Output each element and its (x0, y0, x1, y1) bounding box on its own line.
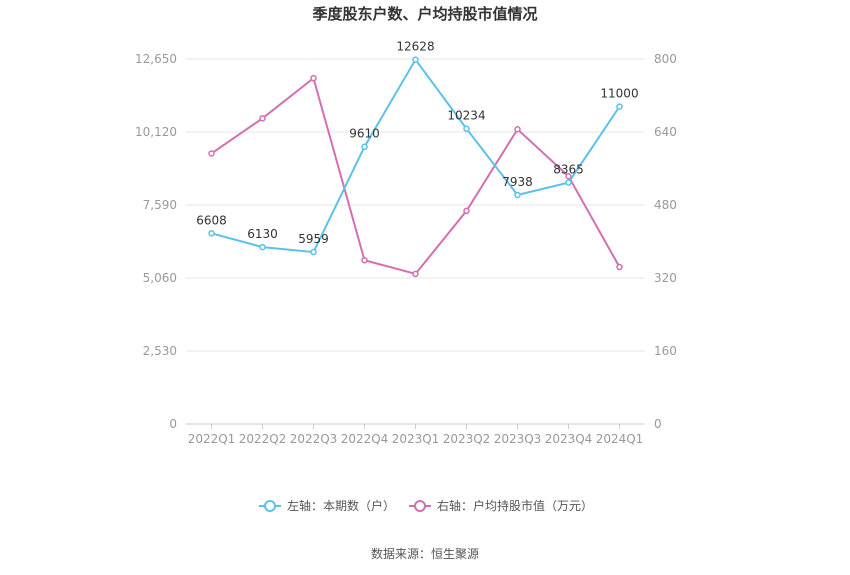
x-tick-label: 2023Q1 (392, 432, 440, 446)
data-point (412, 56, 419, 63)
data-point (514, 191, 521, 199)
data-point (259, 243, 266, 251)
right-tick-label: 0 (654, 417, 662, 431)
series-left (208, 56, 623, 256)
right-tick-label: 160 (654, 344, 677, 358)
legend: 左轴：本期数（户） 右轴：户均持股市值（万元） (259, 498, 593, 513)
data-label: 6130 (247, 227, 278, 241)
grid (186, 58, 645, 425)
legend-item-left: 左轴：本期数（户） (259, 498, 395, 513)
data-label: 10234 (447, 109, 485, 123)
data-labels: 6608 6130 5959 9610 12628 10234 7938 8365 11000 (196, 40, 638, 246)
legend-marker (264, 500, 276, 512)
right-tick-label: 320 (654, 271, 677, 285)
data-point (310, 74, 317, 82)
x-tick-label: 2024Q1 (596, 432, 644, 446)
data-point (208, 150, 215, 157)
data-point (310, 248, 317, 256)
data-label: 7938 (502, 175, 533, 189)
source-note: 数据来源：恒生聚源 (371, 546, 479, 561)
left-tick-label: 0 (169, 417, 177, 431)
data-point (514, 126, 521, 133)
chart-title: 季度股东户数、户均持股市值情况 (312, 5, 537, 23)
data-label: 11000 (600, 87, 638, 101)
data-point (463, 207, 470, 215)
x-tick-label: 2022Q1 (188, 432, 236, 446)
data-point (361, 256, 368, 264)
data-label: 6608 (196, 213, 227, 227)
data-label: 8365 (553, 163, 584, 177)
right-tick-label: 800 (654, 52, 677, 66)
x-axis: 2022Q1 2022Q2 2022Q3 2022Q4 2023Q1 2023Q2 2023… (188, 424, 644, 446)
x-tick-label: 2023Q2 (443, 432, 491, 446)
series-right (208, 74, 623, 278)
right-axis: 0 160 320 480 640 800 (654, 52, 677, 431)
right-tick-label: 480 (654, 198, 677, 212)
data-point (463, 125, 470, 132)
x-tick-label: 2022Q4 (341, 432, 389, 446)
data-point (565, 173, 572, 180)
x-tick-label: 2023Q3 (494, 432, 542, 446)
data-point (616, 103, 623, 110)
data-label: 5959 (298, 232, 329, 246)
left-tick-label: 12,650 (135, 52, 177, 66)
left-tick-label: 2,530 (143, 344, 177, 358)
data-label: 12628 (396, 40, 434, 54)
legend-label: 右轴：户均持股市值（万元） (437, 498, 593, 513)
data-point (361, 143, 368, 150)
data-point (208, 230, 215, 237)
left-axis: 0 2,530 5,060 7,590 10,120 12,650 (135, 52, 177, 431)
x-tick-label: 2022Q3 (290, 432, 338, 446)
series-layer: 6608 6130 5959 9610 12628 10234 7938 8365 11000 (196, 40, 639, 278)
left-tick-label: 10,120 (135, 125, 177, 139)
series-line-left (211, 57, 621, 254)
right-tick-label: 640 (654, 125, 677, 139)
data-point (616, 263, 623, 271)
legend-label: 左轴：本期数（户） (287, 498, 395, 513)
data-label: 9610 (349, 127, 380, 141)
x-tick-label: 2022Q2 (239, 432, 287, 446)
left-tick-label: 7,590 (143, 198, 177, 212)
legend-item-right: 右轴：户均持股市值（万元） (409, 498, 593, 513)
left-tick-label: 5,060 (143, 271, 177, 285)
data-point (259, 115, 266, 122)
x-tick-label: 2023Q4 (545, 432, 593, 446)
legend-marker (414, 500, 426, 512)
data-point (412, 270, 419, 278)
data-point (565, 179, 572, 186)
